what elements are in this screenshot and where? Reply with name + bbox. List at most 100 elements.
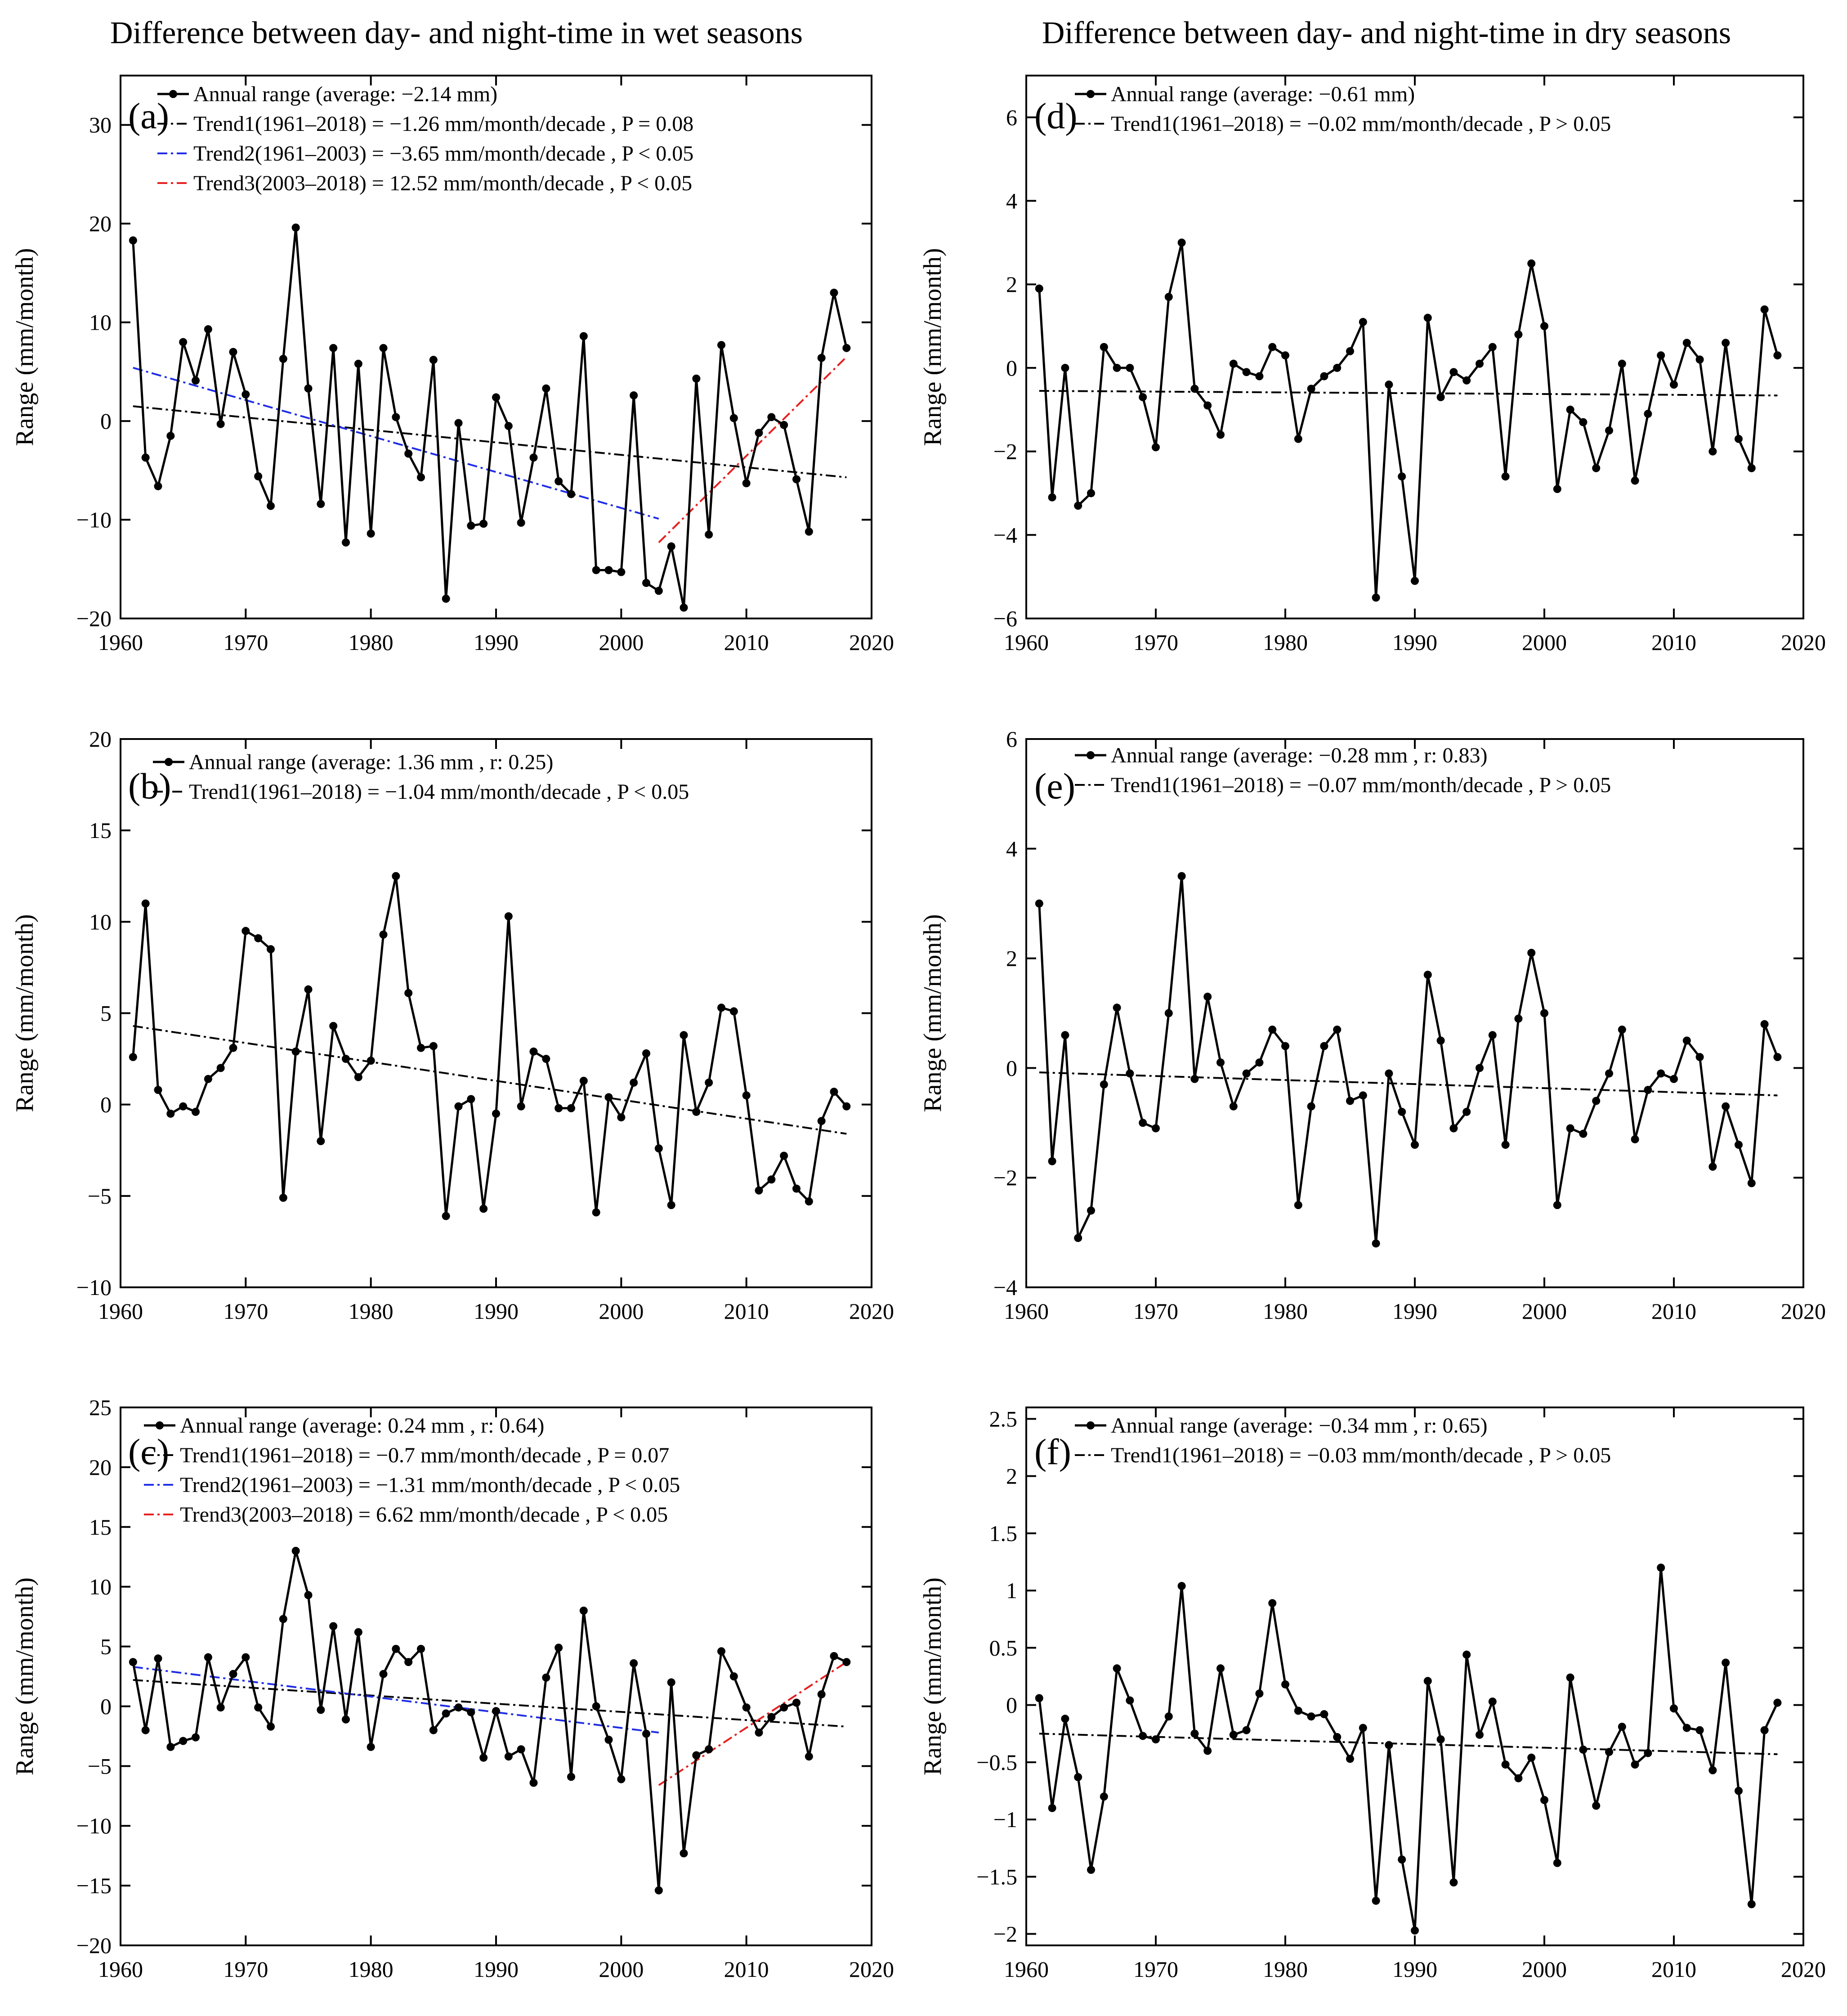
- data-point: [429, 1042, 438, 1050]
- data-point: [1061, 1031, 1069, 1039]
- data-point: [1423, 314, 1432, 322]
- x-tick-label: 1960: [98, 630, 143, 655]
- data-point: [1177, 1581, 1186, 1590]
- y-tick-label: −15: [76, 1873, 112, 1898]
- data-point: [1605, 426, 1613, 435]
- legend-entry: Annual range (average: −0.34 mm , r: 0.6…: [1111, 1414, 1487, 1438]
- x-tick-label: 1990: [1392, 1299, 1437, 1324]
- data-point: [1126, 1696, 1134, 1705]
- data-point: [192, 1107, 200, 1116]
- data-point: [467, 521, 475, 530]
- legend-entry: Trend1(1961–2018) = −1.26 mm/month/decad…: [193, 112, 693, 136]
- data-point: [1190, 1075, 1199, 1083]
- x-tick-label: 2010: [724, 1299, 769, 1324]
- y-tick-label: 10: [89, 310, 112, 335]
- x-tick-label: 1960: [1004, 630, 1049, 655]
- legend-marker-swatch: [156, 1421, 164, 1429]
- data-point: [1307, 1712, 1315, 1721]
- data-point: [392, 413, 400, 421]
- data-point: [1255, 1689, 1264, 1698]
- plot-frame: [1025, 738, 1804, 1288]
- data-point: [1514, 330, 1523, 339]
- data-point: [1540, 1009, 1548, 1017]
- data-point: [1333, 1026, 1342, 1034]
- y-tick-label: 6: [1006, 726, 1017, 752]
- data-point: [379, 930, 388, 939]
- legend-entry: Annual range (average: −2.14 mm): [193, 82, 497, 106]
- data-point: [1722, 1658, 1730, 1667]
- data-point: [1527, 949, 1536, 957]
- data-point: [1657, 1069, 1665, 1078]
- data-point: [342, 1715, 350, 1724]
- x-tick-label: 1970: [223, 630, 268, 655]
- y-tick-label: 15: [89, 818, 112, 843]
- plot-frame: [120, 738, 872, 1288]
- x-tick-label: 1970: [1133, 1299, 1178, 1324]
- data-point: [1255, 372, 1264, 381]
- y-tick-label: 4: [1006, 836, 1017, 861]
- data-point: [1190, 1729, 1199, 1738]
- data-point: [542, 1673, 550, 1682]
- data-point: [817, 1117, 826, 1125]
- data-point: [1048, 493, 1056, 502]
- data-point: [354, 359, 362, 368]
- data-point: [141, 899, 150, 908]
- data-point: [192, 1733, 200, 1742]
- data-point: [1773, 1698, 1782, 1707]
- data-point: [417, 1644, 425, 1653]
- data-point: [1462, 376, 1471, 385]
- data-point: [354, 1628, 362, 1636]
- data-point: [279, 1193, 287, 1202]
- data-point: [241, 1653, 250, 1662]
- data-point: [1631, 476, 1639, 485]
- data-point: [1423, 1677, 1432, 1685]
- data-point: [179, 1102, 188, 1111]
- legend-entry: Trend1(1961–2018) = −0.07 mm/month/decad…: [1111, 773, 1611, 797]
- data-point: [642, 1049, 650, 1057]
- y-tick-label: 1.5: [989, 1521, 1018, 1546]
- y-tick-label: 20: [89, 1455, 112, 1480]
- data-point: [1048, 1157, 1056, 1165]
- legend-entry: Annual range (average: 0.24 mm , r: 0.64…: [180, 1414, 544, 1438]
- data-point: [154, 1086, 162, 1094]
- data-point: [417, 1044, 425, 1052]
- data-point: [654, 1144, 663, 1153]
- data-point: [1773, 1053, 1782, 1062]
- y-tick-label: 2: [1006, 1464, 1017, 1489]
- data-point: [1735, 435, 1743, 443]
- data-point: [692, 1107, 701, 1116]
- data-point: [555, 1644, 563, 1652]
- y-tick-label: −10: [76, 507, 112, 533]
- data-point: [154, 1654, 162, 1663]
- data-point: [329, 1021, 338, 1030]
- data-point: [1320, 372, 1328, 381]
- x-tick-label: 2010: [1651, 1957, 1696, 1982]
- data-point: [1190, 385, 1199, 393]
- data-point: [417, 473, 425, 482]
- data-point: [1527, 1753, 1536, 1762]
- data-point: [1695, 1726, 1704, 1734]
- x-tick-label: 1970: [1133, 630, 1178, 655]
- data-point: [1346, 1755, 1354, 1763]
- data-point: [241, 927, 250, 935]
- data-point: [267, 1722, 275, 1731]
- data-point: [467, 1095, 475, 1103]
- data-point: [1631, 1760, 1639, 1769]
- y-tick-label: 0.5: [989, 1635, 1018, 1660]
- data-point: [579, 1606, 588, 1615]
- data-point: [1592, 464, 1601, 472]
- data-point: [780, 1703, 788, 1712]
- data-point: [1216, 430, 1225, 439]
- data-point: [354, 1073, 362, 1081]
- data-point: [129, 1053, 137, 1062]
- data-point: [1268, 343, 1277, 351]
- data-point: [467, 1708, 475, 1716]
- y-tick-label: 0: [100, 1693, 112, 1719]
- data-point: [529, 1047, 538, 1056]
- data-point: [166, 1109, 175, 1118]
- data-point: [1644, 1749, 1652, 1757]
- data-point: [1682, 339, 1691, 347]
- data-point: [454, 1102, 463, 1111]
- data-point: [1164, 1009, 1173, 1017]
- y-tick-label: −4: [993, 1275, 1017, 1300]
